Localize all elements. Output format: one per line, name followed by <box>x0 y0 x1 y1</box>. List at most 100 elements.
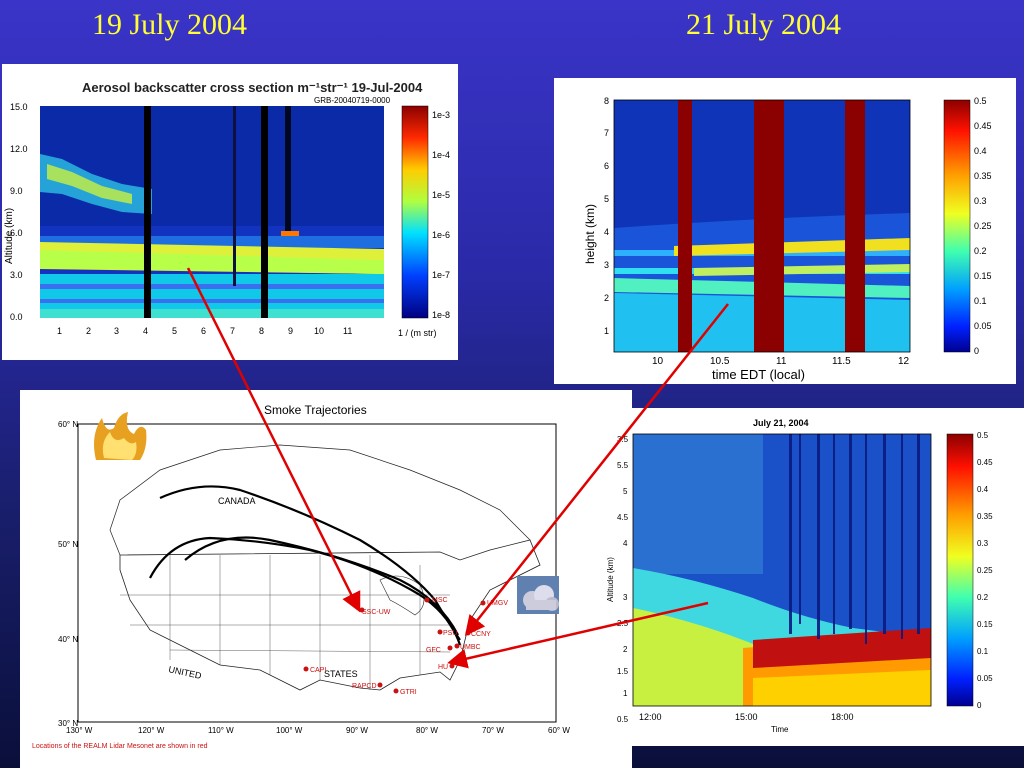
svg-text:STATES: STATES <box>324 669 358 679</box>
cloud-icon <box>517 576 559 614</box>
svg-text:60° N: 60° N <box>58 420 78 429</box>
svg-text:1e-6: 1e-6 <box>432 230 450 240</box>
svg-text:4: 4 <box>143 326 148 336</box>
svg-text:3.5: 3.5 <box>617 435 629 444</box>
svg-text:UMBC: UMBC <box>460 644 481 651</box>
svg-text:15:00: 15:00 <box>735 712 758 722</box>
svg-text:1.5: 1.5 <box>617 667 629 676</box>
svg-text:1e-3: 1e-3 <box>432 110 450 120</box>
svg-text:12: 12 <box>898 356 910 367</box>
svg-text:GFC: GFC <box>426 647 441 654</box>
svg-text:80° W: 80° W <box>416 726 438 735</box>
svg-text:3.0: 3.0 <box>10 270 23 280</box>
svg-text:CANADA: CANADA <box>218 496 256 506</box>
svg-text:2: 2 <box>604 293 609 303</box>
br-xticks: 12:00 15:00 18:00 <box>639 712 854 722</box>
svg-text:5.5: 5.5 <box>617 461 629 470</box>
smoke-trajectory-map-panel: Smoke Trajectories 60° N 50° N 40° N 30°… <box>20 390 632 768</box>
title-left: 19 July 2004 <box>92 8 248 41</box>
svg-text:0.1: 0.1 <box>977 647 989 656</box>
svg-text:6: 6 <box>604 161 609 171</box>
svg-text:RAPCD: RAPCD <box>352 683 377 690</box>
br-colorbar-labels: 0.5 0.45 0.4 0.35 0.3 0.25 0.2 0.15 0.1 … <box>977 431 993 710</box>
svg-text:0.3: 0.3 <box>974 196 987 206</box>
svg-text:5: 5 <box>604 194 609 204</box>
svg-text:130° W: 130° W <box>66 726 93 735</box>
svg-text:4: 4 <box>623 539 628 548</box>
svg-text:2: 2 <box>623 645 628 654</box>
svg-text:4: 4 <box>604 227 609 237</box>
svg-text:18:00: 18:00 <box>831 712 854 722</box>
svg-text:1e-5: 1e-5 <box>432 190 450 200</box>
svg-text:7: 7 <box>604 128 609 138</box>
svg-text:0.25: 0.25 <box>974 221 992 231</box>
svg-text:0.15: 0.15 <box>977 620 993 629</box>
svg-text:0: 0 <box>977 701 982 710</box>
svg-text:90° W: 90° W <box>346 726 368 735</box>
svg-text:6.0: 6.0 <box>10 228 23 238</box>
map-footnote: Locations of the REALM Lidar Mesonet are… <box>32 743 208 750</box>
svg-text:GTRI: GTRI <box>400 689 417 696</box>
tl-colorbar <box>401 105 429 319</box>
tr-ylabel: height (km) <box>583 204 597 264</box>
svg-text:9: 9 <box>288 326 293 336</box>
svg-text:110° W: 110° W <box>208 726 234 735</box>
tl-xticks: 1 2 3 4 5 6 7 8 9 10 11 <box>57 326 352 336</box>
tl-yticks: 15.0 12.0 9.0 6.0 3.0 0.0 <box>10 102 28 322</box>
svg-text:11: 11 <box>776 356 787 367</box>
br-colorbar <box>946 433 974 707</box>
svg-text:4.5: 4.5 <box>617 513 629 522</box>
svg-text:3: 3 <box>114 326 119 336</box>
svg-text:12:00: 12:00 <box>639 712 662 722</box>
svg-text:1e-8: 1e-8 <box>432 310 450 320</box>
svg-text:60° W: 60° W <box>548 726 570 735</box>
svg-text:0.2: 0.2 <box>977 593 989 602</box>
svg-text:50° N: 50° N <box>58 540 78 549</box>
tr-xticks: 10 10.5 11 11.5 12 <box>652 356 910 367</box>
lidar-panel-21jul: 8 7 6 5 4 3 2 1 height (km) 10 10.5 11 1… <box>554 78 1016 384</box>
lidar-plot-21jul: 8 7 6 5 4 3 2 1 height (km) 10 10.5 11 1… <box>583 96 992 382</box>
svg-text:UMGV: UMGV <box>487 600 508 607</box>
svg-text:10: 10 <box>652 356 664 367</box>
svg-text:1e-7: 1e-7 <box>432 270 450 280</box>
svg-text:2: 2 <box>86 326 91 336</box>
map-frame <box>77 423 557 723</box>
svg-text:15.0: 15.0 <box>10 102 28 112</box>
lidar-timeseries-plot: July 21, 2004 5.5 5 4.5 4 3.5 3 2.5 2 1.… <box>606 418 993 734</box>
svg-text:0.5: 0.5 <box>974 96 987 106</box>
svg-text:PSU: PSU <box>443 630 457 637</box>
svg-text:1e-4: 1e-4 <box>432 150 450 160</box>
svg-text:3: 3 <box>623 593 628 602</box>
svg-text:70° W: 70° W <box>482 726 504 735</box>
svg-text:12.0: 12.0 <box>10 144 28 154</box>
svg-text:10: 10 <box>314 326 324 336</box>
svg-text:8: 8 <box>604 96 609 106</box>
svg-text:7: 7 <box>230 326 235 336</box>
svg-text:120° W: 120° W <box>138 726 165 735</box>
svg-text:0.25: 0.25 <box>977 566 993 575</box>
br-ylabel: Altitude (km) <box>606 557 615 602</box>
lidar-panel-19jul: Aerosol backscatter cross section m⁻¹str… <box>2 64 458 360</box>
tr-xlabel: time EDT (local) <box>712 367 805 382</box>
svg-text:0.4: 0.4 <box>977 485 989 494</box>
tl-ylabel: Altitude (km) <box>4 208 15 264</box>
br-title: July 21, 2004 <box>753 418 809 428</box>
svg-text:SSC-UW: SSC-UW <box>362 609 391 616</box>
svg-text:0.1: 0.1 <box>974 296 987 306</box>
tl-subtitle: GRB-20040719-0000 <box>314 96 391 105</box>
smoke-trajectory-map: Smoke Trajectories 60° N 50° N 40° N 30°… <box>32 403 570 750</box>
lidar-plot-19jul: Aerosol backscatter cross section m⁻¹str… <box>4 80 450 338</box>
tr-colorbar-labels: 0.5 0.45 0.4 0.35 0.3 0.25 0.2 0.15 0.1 … <box>974 96 992 356</box>
svg-text:10.5: 10.5 <box>710 356 730 367</box>
svg-text:100° W: 100° W <box>276 726 303 735</box>
tl-title: Aerosol backscatter cross section m⁻¹str… <box>82 80 423 95</box>
svg-text:30° N: 30° N <box>58 719 78 728</box>
svg-text:HU: HU <box>438 664 448 671</box>
tl-colorbar-unit: 1 / (m str) <box>398 328 437 338</box>
svg-text:9.0: 9.0 <box>10 186 23 196</box>
lidar-panel-21jul-timeseries: July 21, 2004 5.5 5 4.5 4 3.5 3 2.5 2 1.… <box>603 408 1024 746</box>
svg-text:0.2: 0.2 <box>974 246 987 256</box>
svg-text:2.5: 2.5 <box>617 619 629 628</box>
svg-text:6: 6 <box>201 326 206 336</box>
svg-text:1: 1 <box>57 326 62 336</box>
